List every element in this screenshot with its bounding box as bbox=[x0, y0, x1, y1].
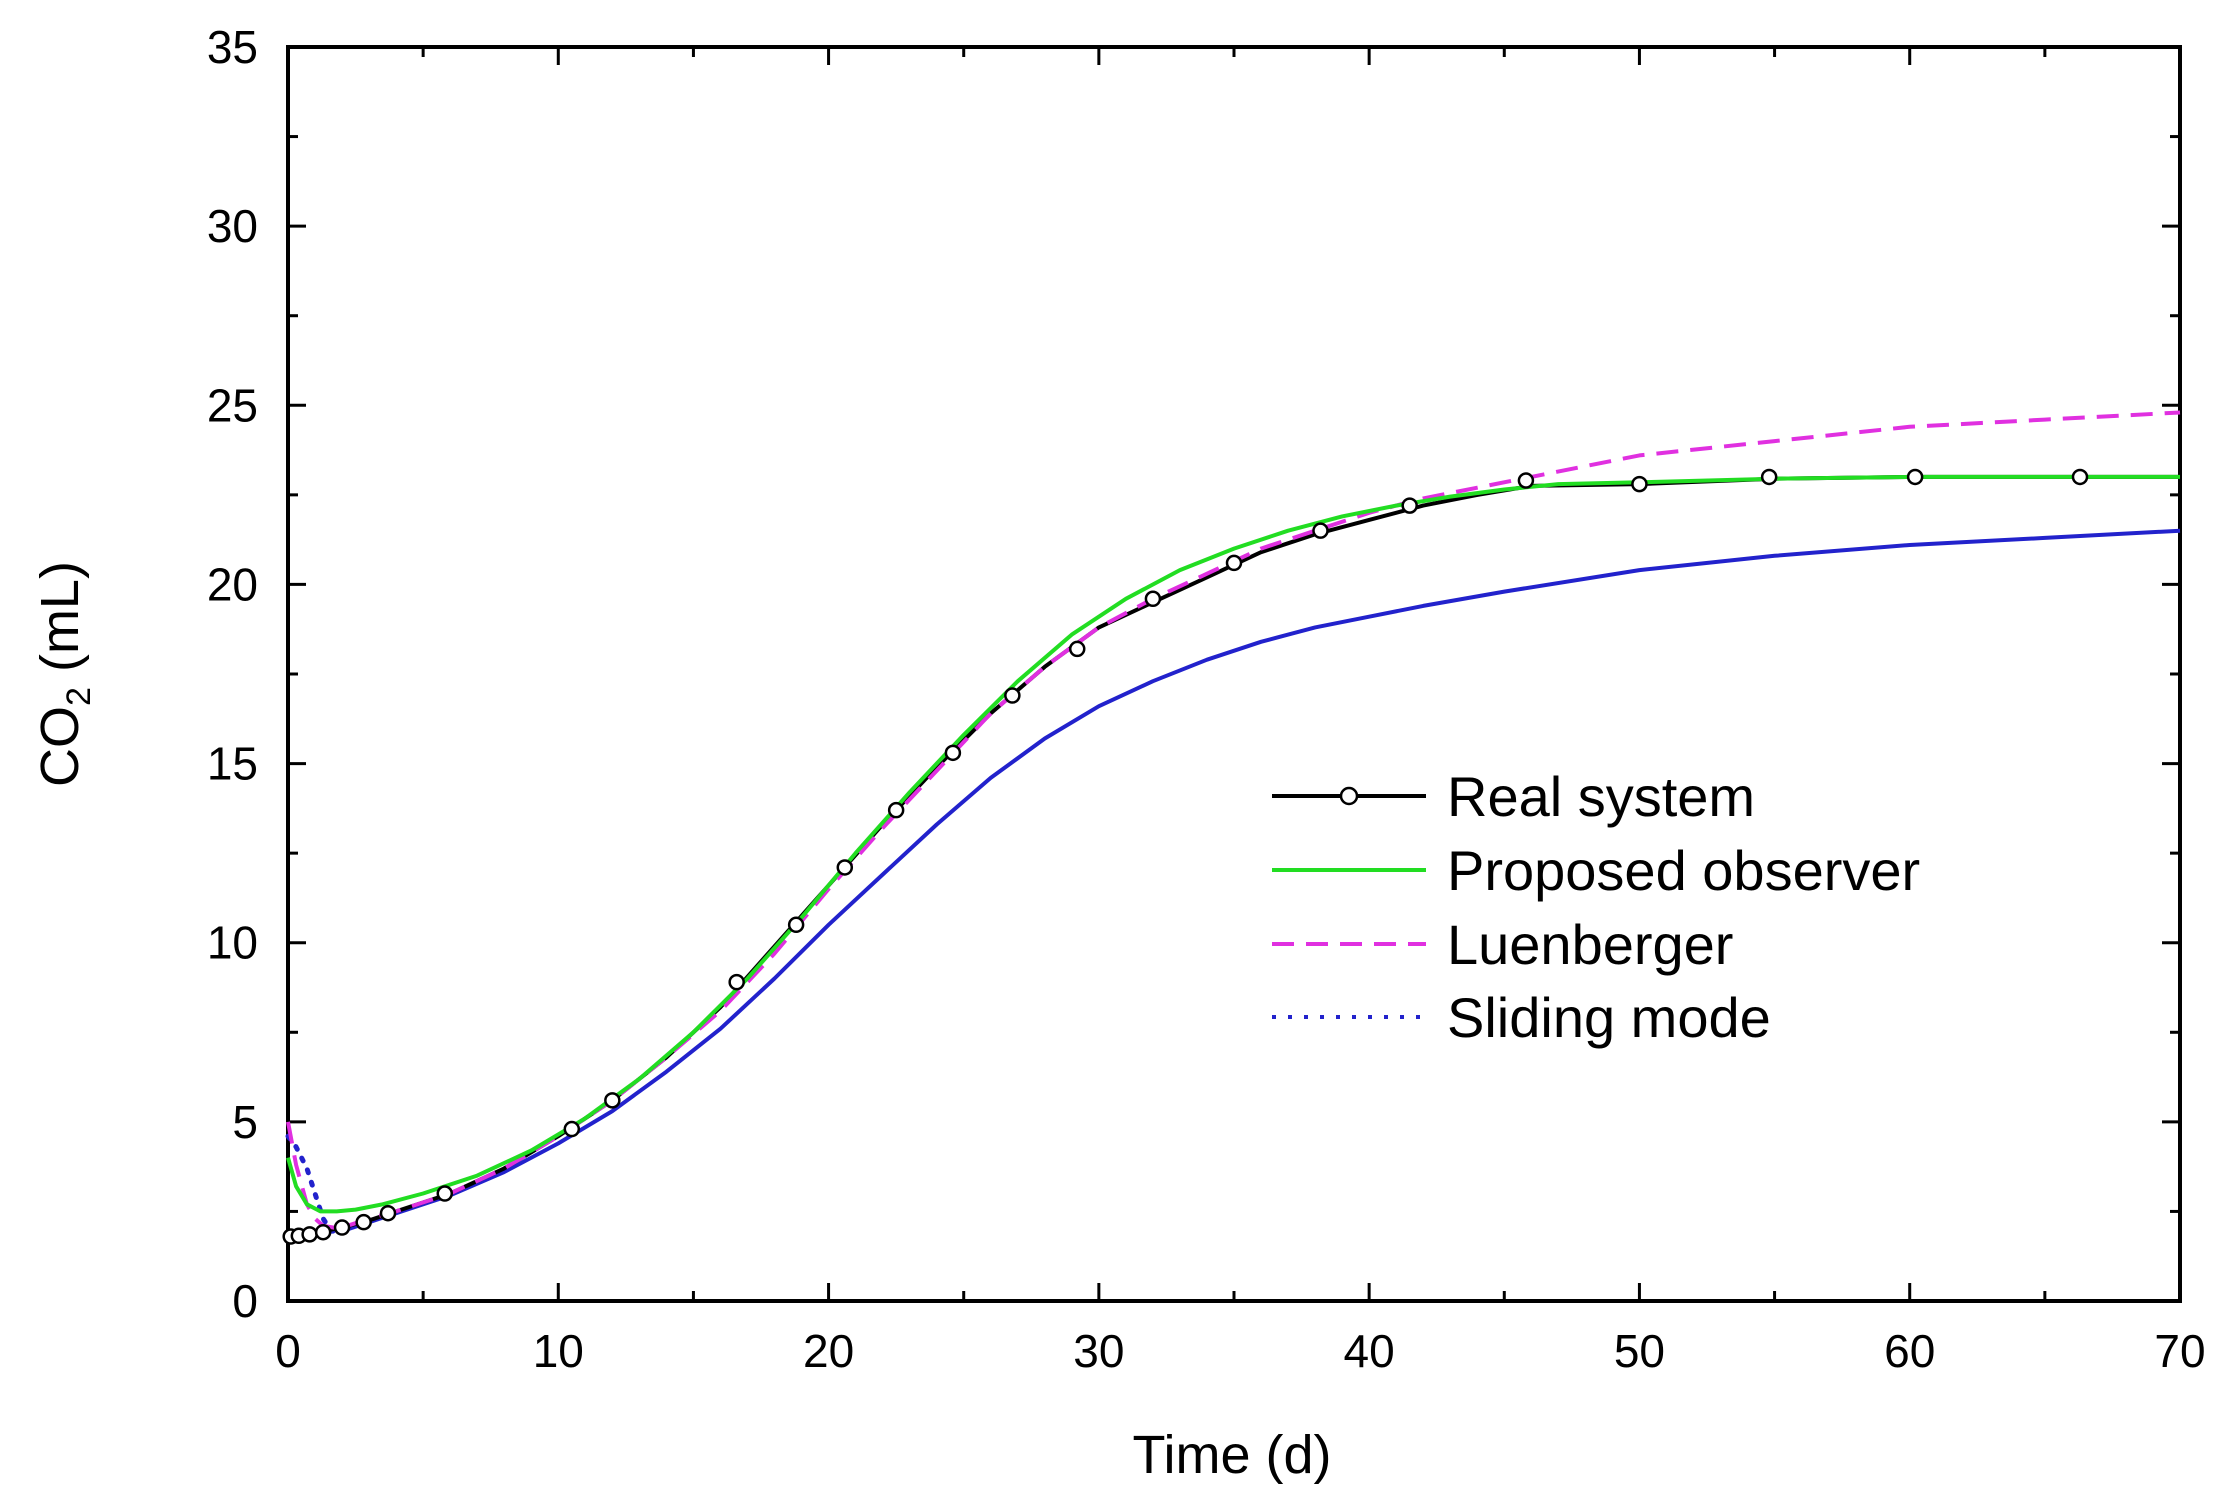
legend-label-sliding-mode: Sliding mode bbox=[1447, 986, 1771, 1049]
y-tick-label: 0 bbox=[232, 1275, 258, 1327]
series-proposed-observer bbox=[286, 474, 2180, 1214]
real-system-marker bbox=[436, 1185, 454, 1202]
series-sliding-mode bbox=[341, 528, 2181, 1233]
x-tick-label: 60 bbox=[1884, 1325, 1935, 1377]
legend-label-real-system: Real system bbox=[1447, 765, 1755, 828]
x-tick-label: 70 bbox=[2154, 1325, 2205, 1377]
series-layer bbox=[282, 410, 2181, 1245]
real-system-marker bbox=[1312, 522, 1329, 539]
y-axis-title-subscript: 2 bbox=[60, 687, 98, 706]
x-tick-label: 10 bbox=[533, 1325, 584, 1377]
real-system-marker bbox=[1068, 640, 1086, 658]
plot-area bbox=[286, 45, 2182, 1303]
x-axis-title: Time (d) bbox=[1133, 1425, 1332, 1485]
ticks-layer: 0 10 20 30 40 50 60 70 0 5 10 15 20 25 30 35 bbox=[207, 21, 2206, 1377]
real-system-marker bbox=[1225, 554, 1243, 572]
real-system-marker bbox=[563, 1120, 581, 1138]
legend: Real system Proposed observer Luenberger… bbox=[1272, 765, 1920, 1049]
y-axis-title: CO2 (mL) bbox=[30, 561, 98, 787]
real-system-marker bbox=[1517, 472, 1535, 489]
x-tick-label: 20 bbox=[803, 1325, 854, 1377]
y-axis-title-main: CO bbox=[30, 706, 90, 787]
x-tick-label: 40 bbox=[1344, 1325, 1395, 1377]
y-tick-label: 10 bbox=[207, 917, 258, 969]
real-system-marker bbox=[836, 859, 854, 876]
real-system-marker bbox=[728, 973, 745, 991]
y-axis-title-suffix: (mL) bbox=[30, 561, 90, 687]
y-tick-label: 20 bbox=[207, 558, 258, 610]
y-tick-label: 35 bbox=[207, 21, 258, 73]
real-system-marker bbox=[301, 1226, 318, 1243]
real-system-marker bbox=[1144, 590, 1162, 608]
real-system-marker bbox=[379, 1204, 397, 1222]
real-system-marker bbox=[1760, 468, 1778, 486]
series-luenberger bbox=[286, 410, 2181, 1230]
real-system-marker bbox=[1631, 475, 1648, 493]
legend-label-proposed-observer: Proposed observer bbox=[1447, 839, 1920, 902]
y-tick-label: 25 bbox=[207, 379, 258, 431]
real-system-marker bbox=[604, 1092, 621, 1109]
real-system-marker bbox=[944, 744, 962, 762]
real-system-marker bbox=[1401, 497, 1418, 514]
real-system-marker bbox=[1906, 468, 1924, 486]
y-tick-label: 15 bbox=[207, 738, 258, 790]
real-system-marker bbox=[2071, 468, 2089, 486]
x-tick-label: 50 bbox=[1614, 1325, 1665, 1377]
legend-marker-real-system bbox=[1339, 786, 1359, 806]
real-system-marker bbox=[333, 1219, 351, 1236]
real-system-marker bbox=[887, 801, 905, 819]
y-tick-label: 5 bbox=[232, 1096, 258, 1148]
x-tick-label: 0 bbox=[275, 1325, 301, 1377]
y-tick-label: 30 bbox=[207, 200, 258, 252]
x-tick-label: 30 bbox=[1073, 1325, 1124, 1377]
real-system-marker bbox=[1004, 687, 1021, 704]
legend-label-luenberger: Luenberger bbox=[1447, 913, 1733, 976]
real-system-marker bbox=[787, 916, 805, 934]
real-system-marker bbox=[355, 1213, 372, 1231]
real-system-marker bbox=[314, 1223, 332, 1241]
